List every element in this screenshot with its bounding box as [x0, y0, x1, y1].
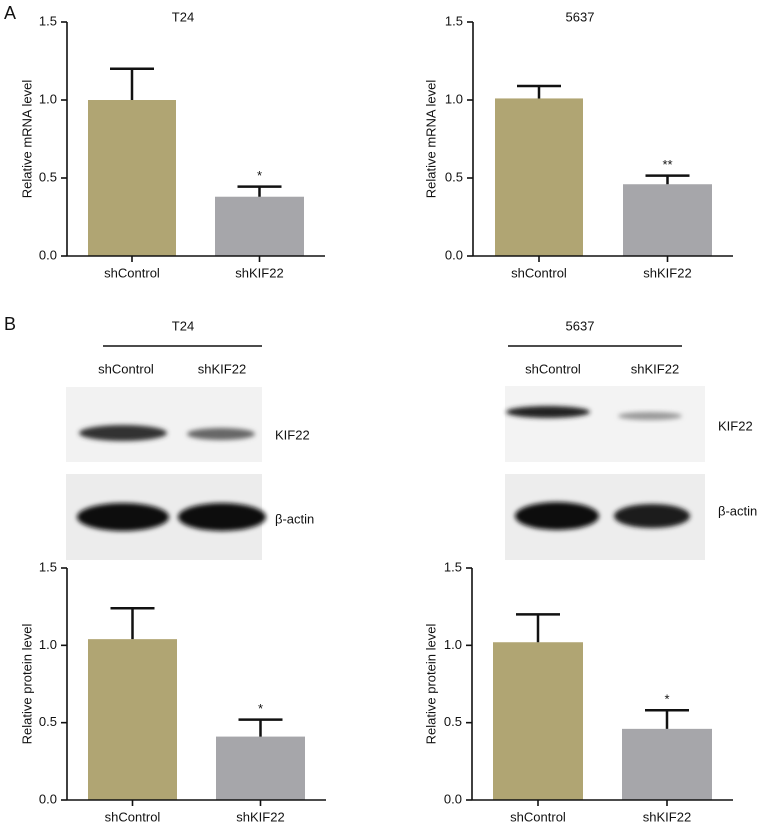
x-tick-label: shControl — [511, 265, 567, 280]
bar — [88, 639, 177, 800]
x-tick-label: shKIF22 — [235, 265, 283, 280]
y-tick-label: 0.5 — [445, 169, 463, 184]
y-axis-label: Relative mRNA level — [19, 80, 34, 199]
panel-label: B — [4, 314, 16, 334]
blot-image — [66, 387, 262, 462]
band-label: KIF22 — [275, 427, 310, 442]
y-tick-label: 1.5 — [39, 13, 57, 28]
band — [178, 503, 266, 531]
bar — [493, 642, 583, 800]
bar — [622, 728, 712, 800]
blot: 5637 shControl shKIF22 KIF22 β-actin — [505, 318, 757, 560]
chart-title: 5637 — [566, 9, 595, 24]
x-tick-label: shControl — [105, 809, 161, 824]
blot-title: 5637 — [566, 318, 595, 333]
y-axis-label: Relative protein level — [423, 624, 438, 745]
y-tick-label: 1.5 — [444, 559, 462, 574]
bar — [495, 98, 583, 256]
y-tick-label: 0.5 — [39, 714, 57, 729]
lane-label: shControl — [525, 361, 581, 376]
lane-label: shKIF22 — [198, 361, 246, 376]
y-axis-label: Relative mRNA level — [423, 80, 438, 199]
y-tick-label: 0.5 — [39, 169, 57, 184]
significance: * — [664, 692, 669, 707]
chart-title: T24 — [172, 9, 194, 24]
error-bar — [645, 174, 690, 185]
bar — [623, 184, 712, 256]
error-bar — [645, 709, 689, 729]
error-bar — [517, 84, 561, 99]
lane-label: shKIF22 — [631, 361, 679, 376]
error-bar — [110, 606, 155, 640]
x-tick-label: shControl — [510, 809, 566, 824]
band — [614, 504, 690, 528]
blot-title: T24 — [172, 318, 194, 333]
band-label: KIF22 — [718, 418, 753, 433]
x-tick-label: shKIF22 — [236, 809, 284, 824]
band — [506, 406, 590, 418]
y-tick-label: 0.0 — [39, 247, 57, 262]
y-tick-label: 1.5 — [445, 13, 463, 28]
band — [618, 412, 682, 420]
bar — [215, 196, 304, 256]
y-tick-label: 1.0 — [39, 91, 57, 106]
error-bar — [238, 718, 283, 737]
bar — [88, 100, 176, 256]
y-tick-label: 0.0 — [444, 791, 462, 806]
panel-label: A — [4, 3, 16, 23]
significance: * — [258, 701, 263, 716]
y-tick-label: 0.5 — [444, 714, 462, 729]
lane-label: shControl — [98, 361, 154, 376]
y-tick-label: 0.0 — [39, 791, 57, 806]
y-tick-label: 1.5 — [39, 559, 57, 574]
blot: T24 shControl shKIF22 KIF22 β-actin — [66, 318, 314, 560]
band — [79, 425, 167, 441]
significance: ** — [662, 157, 672, 172]
x-tick-label: shKIF22 — [643, 265, 691, 280]
error-bar — [237, 185, 282, 197]
error-bar — [516, 613, 560, 643]
error-bar — [110, 67, 154, 100]
y-axis-label: Relative protein level — [19, 624, 34, 745]
y-tick-label: 1.0 — [445, 91, 463, 106]
bar — [216, 736, 305, 800]
x-tick-label: shControl — [104, 265, 160, 280]
band-label: β-actin — [718, 503, 757, 518]
blot-image — [505, 386, 705, 462]
x-tick-label: shKIF22 — [643, 809, 691, 824]
band — [77, 503, 169, 531]
band — [187, 428, 255, 440]
y-tick-label: 1.0 — [444, 637, 462, 652]
significance: * — [257, 168, 262, 183]
y-tick-label: 1.0 — [39, 637, 57, 652]
band-label: β-actin — [275, 511, 314, 526]
band — [515, 502, 599, 530]
y-tick-label: 0.0 — [445, 247, 463, 262]
